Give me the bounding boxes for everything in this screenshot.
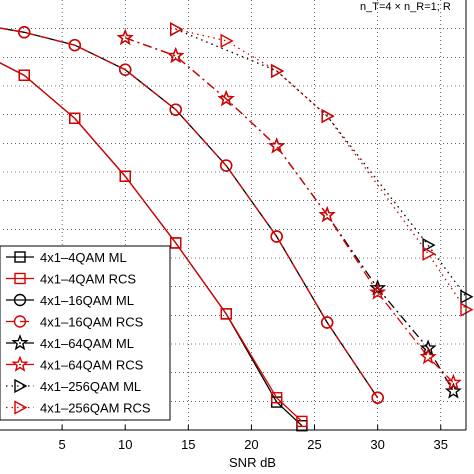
series-line [175, 28, 467, 298]
marker-circle [169, 103, 182, 116]
x-tick-label: 15 [181, 437, 195, 452]
marker-triangle [422, 237, 436, 253]
series-line [124, 37, 454, 384]
marker-square [14, 251, 26, 263]
marker-star [419, 347, 437, 365]
series-2 [0, 62, 308, 428]
x-tick-label: 25 [307, 437, 321, 452]
marker-circle [13, 293, 27, 307]
marker-star [268, 137, 286, 154]
legend: 4x1–4QAM ML 4x1–4QAM RCS 4x1–16QAM ML 4x1–1… [0, 245, 171, 421]
series-group [0, 22, 474, 432]
series-6 [116, 28, 462, 391]
legend-entry: 4x1–16QAM ML [6, 293, 134, 308]
marker-circle [68, 38, 81, 52]
marker-circle [219, 159, 233, 172]
marker-star [11, 334, 29, 351]
legend-label: 4x1–16QAM RCS [40, 315, 144, 330]
marker-star [369, 283, 387, 300]
marker-square [270, 392, 283, 404]
marker-square [14, 272, 26, 285]
marker-circle [18, 26, 31, 39]
x-tick-label: 10 [118, 437, 132, 452]
marker-triangle [422, 246, 436, 261]
x-tick-label: 35 [434, 437, 448, 452]
legend-entry: 4x1–16QAM RCS [6, 315, 144, 330]
legend-entry: 4x1–4QAM ML [6, 250, 127, 265]
x-tick-label: 20 [244, 437, 258, 452]
marker-triangle [170, 22, 184, 37]
series-8 [170, 22, 474, 317]
legend-label: 4x1–4QAM RCS [40, 272, 136, 287]
marker-star [11, 355, 29, 372]
series-line [124, 37, 454, 392]
marker-circle [270, 230, 283, 243]
series-line [175, 28, 467, 310]
marker-triangle [270, 63, 285, 79]
marker-circle [320, 316, 334, 329]
marker-square [18, 69, 30, 81]
marker-star [369, 279, 387, 296]
marker-square [220, 308, 232, 320]
marker-circle [13, 315, 27, 328]
marker-square [296, 415, 308, 428]
chart-annotation: n_T=4 × n_R=1; R [360, 1, 451, 13]
legend-entry: 4x1–256QAM ML [6, 378, 141, 394]
marker-triangle [14, 400, 28, 415]
legend-label: 4x1–16QAM ML [40, 293, 134, 308]
marker-square [170, 237, 182, 249]
axes: 5 10 15 20 25 30 35 [0, 0, 467, 452]
marker-circle [119, 63, 132, 76]
legend-label: 4x1–4QAM ML [40, 250, 127, 265]
marker-square [69, 112, 81, 124]
legend-label: 4x1–64QAM ML [40, 336, 134, 351]
marker-circle [371, 391, 384, 404]
legend-entry: 4x1–64QAM RCS [6, 355, 144, 373]
marker-star [167, 46, 185, 64]
x-tick-label: 5 [58, 437, 65, 452]
marker-star [217, 89, 235, 107]
legend-entry: 4x1–4QAM RCS [6, 272, 136, 287]
marker-triangle [321, 108, 335, 124]
series-7 [170, 22, 474, 304]
legend-label: 4x1–256QAM RCS [40, 401, 151, 416]
marker-star [116, 28, 134, 46]
legend-label: 4x1–64QAM RCS [40, 358, 144, 373]
x-axis-label: SNR dB [229, 455, 276, 470]
marker-square [119, 170, 131, 183]
marker-star [318, 206, 336, 223]
legend-entry: 4x1–64QAM ML [6, 334, 134, 351]
series-line [0, 27, 379, 399]
marker-triangle [14, 378, 28, 394]
marker-triangle [220, 33, 234, 49]
legend-label: 4x1–256QAM ML [40, 379, 141, 394]
x-tick-label: 30 [370, 437, 384, 452]
legend-entry: 4x1–256QAM RCS [6, 400, 151, 416]
series-4 [0, 26, 384, 404]
legend-box [0, 245, 171, 421]
series-line [0, 62, 303, 422]
marker-star [444, 373, 462, 391]
